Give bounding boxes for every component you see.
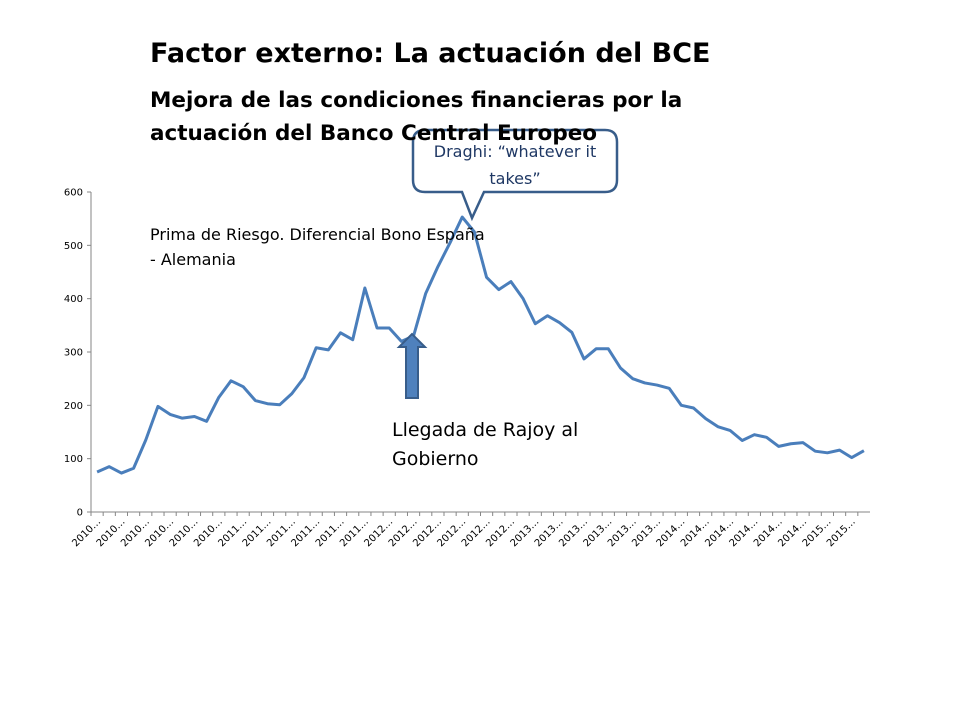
annotation: Llegada de Rajoy al Gobierno [392, 419, 579, 470]
y-tick-label: 0 [77, 508, 83, 519]
series-line [96, 215, 865, 475]
subtitle: Mejora de las condiciones financieras po… [150, 88, 683, 146]
y-tick-label: 600 [64, 188, 83, 199]
y-tick-label: 500 [64, 241, 83, 252]
callout-box [411, 128, 619, 222]
title: Factor externo: La actuación del BCE [150, 38, 711, 69]
callout-text: Draghi: “whatever it takes” [433, 142, 597, 188]
y-tick-label: 100 [64, 454, 83, 465]
y-tick-label: 200 [64, 401, 83, 412]
y-tick-label: 400 [64, 294, 83, 305]
up-arrow [396, 332, 428, 399]
series-label: Prima de Riesgo. Diferencial Bono España… [150, 225, 485, 269]
y-tick-label: 300 [64, 348, 83, 359]
